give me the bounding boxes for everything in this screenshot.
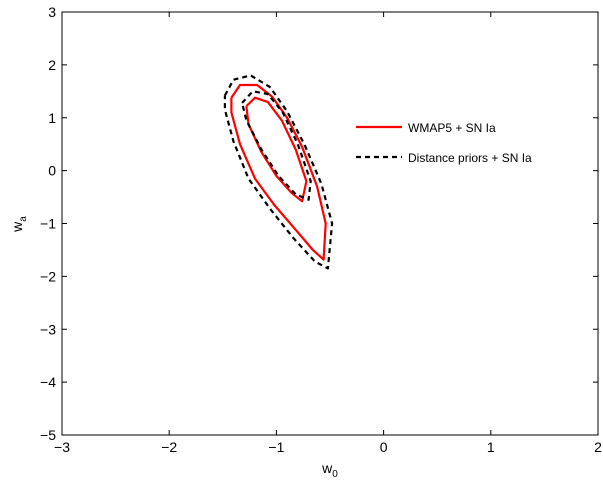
x-tick-label: −2 bbox=[161, 439, 177, 455]
plot-area bbox=[61, 11, 599, 436]
y-tick-label: −2 bbox=[40, 268, 56, 284]
y-tick-label: 0 bbox=[48, 163, 56, 179]
y-tick-label: 1 bbox=[48, 110, 56, 126]
y-tick-label: −4 bbox=[40, 374, 56, 390]
x-tick-label: 1 bbox=[487, 439, 495, 455]
y-tick-label: 2 bbox=[48, 57, 56, 73]
x-axis-label: w0 bbox=[321, 460, 338, 480]
legend: WMAP5 + SN Ia Distance priors + SN Ia bbox=[356, 121, 532, 165]
y-tick-label: −3 bbox=[40, 321, 56, 337]
y-tick-label: −1 bbox=[40, 216, 56, 232]
contour-outer-wmap5 bbox=[230, 83, 327, 261]
x-tick-label: 2 bbox=[594, 439, 602, 455]
y-tick-label: 3 bbox=[48, 4, 56, 20]
legend-label: WMAP5 + SN Ia bbox=[408, 121, 496, 135]
contour-lines bbox=[223, 74, 334, 270]
axis-ticks: −3 −2 −1 0 1 2 −5 −4 −3 −2 −1 0 1 2 3 bbox=[40, 4, 602, 455]
x-tick-label: −3 bbox=[54, 439, 70, 455]
contour-outer-distance-priors bbox=[223, 74, 334, 270]
contour-inner-wmap5 bbox=[245, 96, 308, 203]
y-axis-label: wa bbox=[9, 216, 29, 233]
x-tick-label: −1 bbox=[268, 439, 284, 455]
legend-label: Distance priors + SN Ia bbox=[408, 151, 532, 165]
contour-inner-distance-priors bbox=[241, 90, 312, 201]
x-tick-label: 0 bbox=[380, 439, 388, 455]
y-tick-label: −5 bbox=[40, 427, 56, 443]
